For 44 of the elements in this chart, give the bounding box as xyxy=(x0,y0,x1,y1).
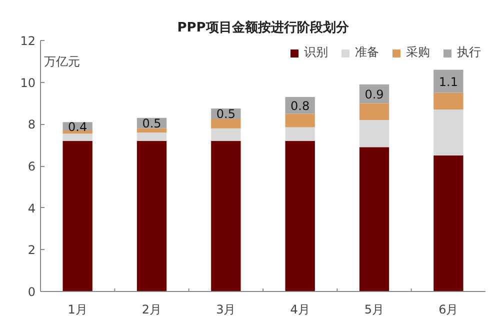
y-tick-label: 8 xyxy=(28,118,36,132)
x-tick-label: 6月 xyxy=(438,302,458,316)
legend-label: 准备 xyxy=(355,44,379,61)
bar xyxy=(434,156,464,292)
bar xyxy=(285,140,315,292)
legend-label: 识别 xyxy=(304,44,328,61)
bar xyxy=(62,140,92,292)
y-tick-label: 4 xyxy=(28,201,36,216)
x-tick-label: 5月 xyxy=(364,302,384,316)
y-tick-label: 12 xyxy=(20,34,36,48)
x-tick-label: 4月 xyxy=(290,302,310,316)
bar xyxy=(136,140,167,292)
bar xyxy=(359,120,390,148)
bar xyxy=(136,132,167,141)
bar xyxy=(434,110,464,156)
bar xyxy=(434,70,464,93)
bar xyxy=(136,128,167,133)
chart-title: PPP项目金额按进行阶段划分 xyxy=(177,20,350,36)
bar xyxy=(211,128,241,141)
bar xyxy=(359,103,390,120)
bar xyxy=(211,140,241,292)
x-tick-label: 2月 xyxy=(142,302,162,316)
bar xyxy=(211,118,241,128)
y-tick-label: 2 xyxy=(28,243,36,258)
bar xyxy=(434,92,464,110)
bar xyxy=(359,147,390,292)
data-label: 1.1 xyxy=(438,74,458,89)
data-label: 0.5 xyxy=(142,116,162,131)
x-tick-label: 3月 xyxy=(216,302,236,316)
bar xyxy=(62,130,92,134)
bar xyxy=(285,114,315,128)
data-label: 0.9 xyxy=(364,87,384,102)
y-tick-label: 10 xyxy=(20,76,36,90)
data-label: 0.5 xyxy=(216,107,236,122)
y-tick-label: 0 xyxy=(28,285,36,299)
annotation: 万亿元 xyxy=(44,54,80,68)
legend-label: 采购 xyxy=(406,44,430,61)
y-tick-label: 6 xyxy=(28,160,36,174)
data-label: 0.4 xyxy=(68,120,88,134)
x-tick-label: 1月 xyxy=(68,302,88,316)
bar xyxy=(62,134,92,141)
bar xyxy=(285,127,315,141)
legend-label: 执行 xyxy=(457,44,481,61)
data-label: 0.8 xyxy=(290,98,310,113)
